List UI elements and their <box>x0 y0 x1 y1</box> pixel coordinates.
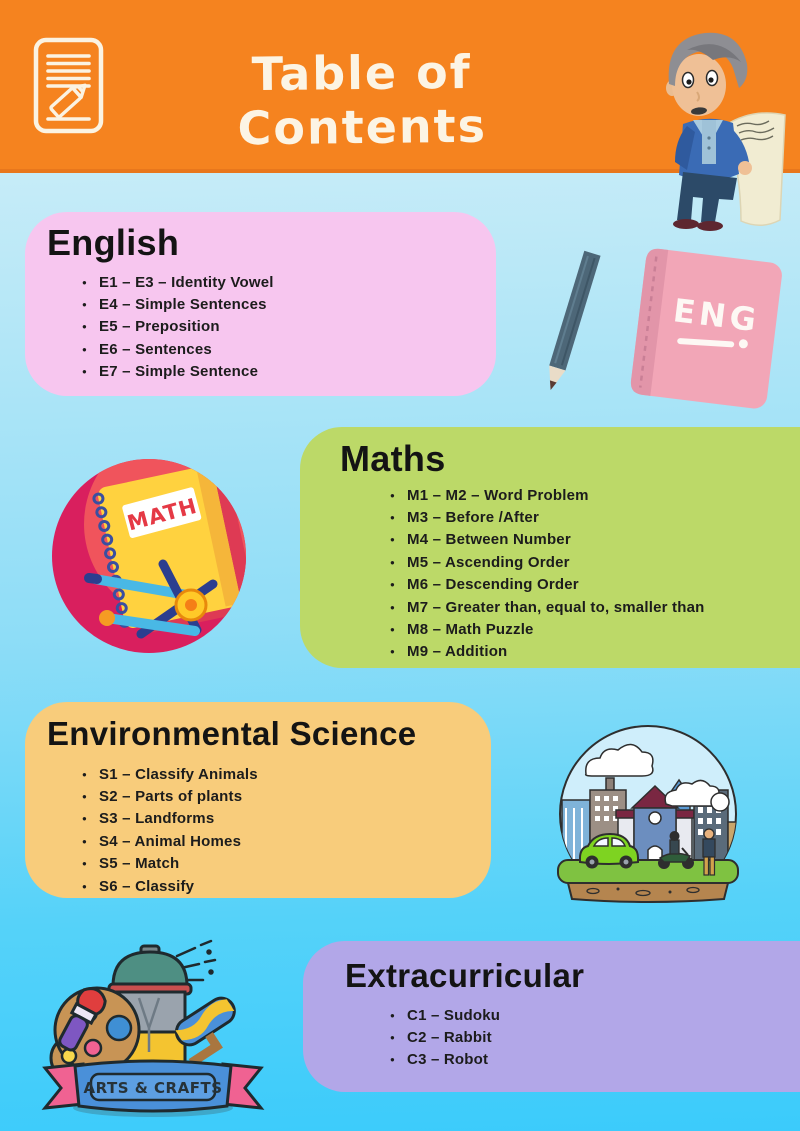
toc-item: M1 – M2 – Word Problem <box>390 484 800 506</box>
arts-and-crafts-illustration: ARTS & CRAFTS <box>41 939 265 1117</box>
page-title: Table of Contents <box>237 44 488 156</box>
pencil-icon <box>549 250 601 391</box>
man-body <box>675 118 752 181</box>
toc-item: E4 – Simple Sentences <box>82 293 496 315</box>
english-book-illustration: ENG <box>549 248 782 409</box>
toc-item: S1 – Classify Animals <box>82 763 491 785</box>
toc-item: C1 – Sudoku <box>390 1004 800 1026</box>
toc-item: S2 – Parts of plants <box>82 785 491 807</box>
toc-item: E6 – Sentences <box>82 338 496 360</box>
man-legs <box>673 172 737 231</box>
pedestrian <box>702 828 716 876</box>
city-environment-illustration <box>557 725 739 903</box>
section-title-maths: Maths <box>340 438 446 479</box>
eng-book: ENG <box>630 248 782 409</box>
motorcycle-rider <box>658 831 694 869</box>
soil-strip <box>566 882 730 903</box>
compass-icon <box>84 559 218 639</box>
section-environmental-science: Environmental Science S1 – Classify Anim… <box>25 702 491 898</box>
section-title-science: Environmental Science <box>47 715 417 752</box>
paintbrush-icon <box>58 987 107 1052</box>
toc-item: M3 – Before /After <box>390 506 800 528</box>
toc-item: M6 – Descending Order <box>390 574 800 596</box>
section-english: English E1 – E3 – Identity Vowel E4 – Si… <box>25 212 496 396</box>
toc-item: M4 – Between Number <box>390 529 800 551</box>
arts-banner: ARTS & CRAFTS <box>41 1059 265 1113</box>
toc-item: M7 – Greater than, equal to, smaller tha… <box>390 596 800 618</box>
toc-item: M9 – Addition <box>390 641 800 663</box>
toc-item: S6 – Classify <box>82 875 491 897</box>
man-head <box>666 32 748 116</box>
section-title-extracurricular: Extracurricular <box>345 957 585 994</box>
toc-item: E1 – E3 – Identity Vowel <box>82 271 496 293</box>
toc-item: E7 – Simple Sentence <box>82 361 496 383</box>
header-banner: Table of Contents <box>0 0 800 231</box>
man-with-list-illustration <box>666 32 786 231</box>
toc-item: S5 – Match <box>82 853 491 875</box>
arts-banner-label: ARTS & CRAFTS <box>84 1079 223 1097</box>
toc-list-extracurricular: C1 – Sudoku C2 – Rabbit C3 – Robot <box>390 1004 800 1071</box>
toc-item: M8 – Math Puzzle <box>390 618 800 640</box>
toc-item: E5 – Preposition <box>82 316 496 338</box>
document-pencil-icon <box>33 37 104 134</box>
toc-item: M5 – Ascending Order <box>390 551 800 573</box>
toc-list-maths: M1 – M2 – Word Problem M3 – Before /Afte… <box>390 484 800 663</box>
green-car <box>579 832 639 869</box>
math-notebook-illustration: MATH <box>52 459 246 653</box>
section-title-english: English <box>47 222 180 263</box>
toc-list-english: E1 – E3 – Identity Vowel E4 – Simple Sen… <box>82 271 496 383</box>
toc-item: C3 – Robot <box>390 1049 800 1071</box>
section-maths: Maths M1 – M2 – Word Problem M3 – Before… <box>300 427 800 668</box>
toc-item: S4 – Animal Homes <box>82 830 491 852</box>
toc-list-science: S1 – Classify Animals S2 – Parts of plan… <box>82 763 491 897</box>
toc-item: S3 – Landforms <box>82 808 491 830</box>
section-extracurricular: Extracurricular C1 – Sudoku C2 – Rabbit … <box>303 941 800 1092</box>
toc-item: C2 – Rabbit <box>390 1026 800 1048</box>
